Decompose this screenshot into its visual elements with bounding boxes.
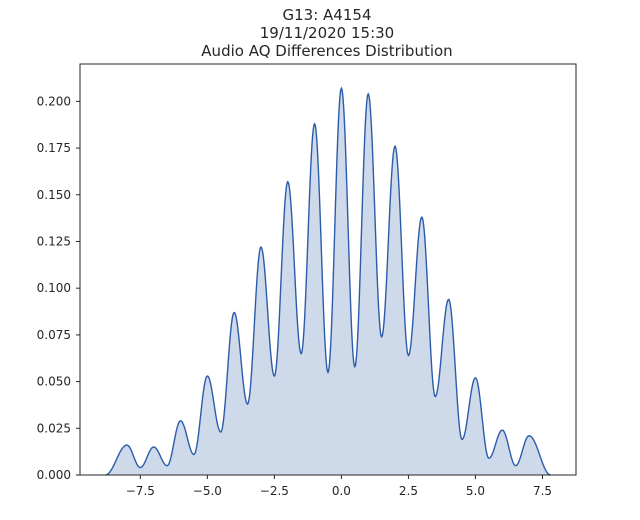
- title-line-1: G13: A4154: [283, 6, 372, 24]
- title-line-2: 19/11/2020 15:30: [260, 24, 394, 42]
- y-tick-label: 0.150: [37, 188, 71, 202]
- density-curve-line: [105, 86, 551, 476]
- x-tick-label: 7.5: [533, 484, 552, 498]
- density-area-fill: [105, 88, 551, 475]
- y-axis-ticks: 0.000 0.025 0.050 0.075 0.100 0.125 0.150 0.175…: [37, 94, 80, 482]
- y-tick-label: 0.175: [37, 141, 71, 155]
- y-tick-label: 0.100: [37, 281, 71, 295]
- x-tick-label: 0.0: [332, 484, 351, 498]
- x-tick-label: 2.5: [399, 484, 418, 498]
- x-tick-label: −5.0: [193, 484, 222, 498]
- y-tick-label: 0.050: [37, 375, 71, 389]
- x-axis-ticks: −7.5 −5.0 −2.5 0.0 2.5 5.0 7.5: [126, 475, 552, 498]
- y-tick-label: 0.075: [37, 328, 71, 342]
- x-tick-label: 5.0: [466, 484, 485, 498]
- y-tick-label: 0.000: [37, 468, 71, 482]
- title-line-3: Audio AQ Differences Distribution: [201, 42, 452, 60]
- chart-title: G13: A4154 19/11/2020 15:30 Audio AQ Dif…: [201, 6, 452, 60]
- x-tick-label: −7.5: [126, 484, 155, 498]
- x-tick-label: −2.5: [260, 484, 289, 498]
- plot-frame: [79, 63, 577, 476]
- y-tick-label: 0.025: [37, 421, 71, 435]
- y-tick-label: 0.200: [37, 94, 71, 108]
- y-tick-label: 0.125: [37, 234, 71, 248]
